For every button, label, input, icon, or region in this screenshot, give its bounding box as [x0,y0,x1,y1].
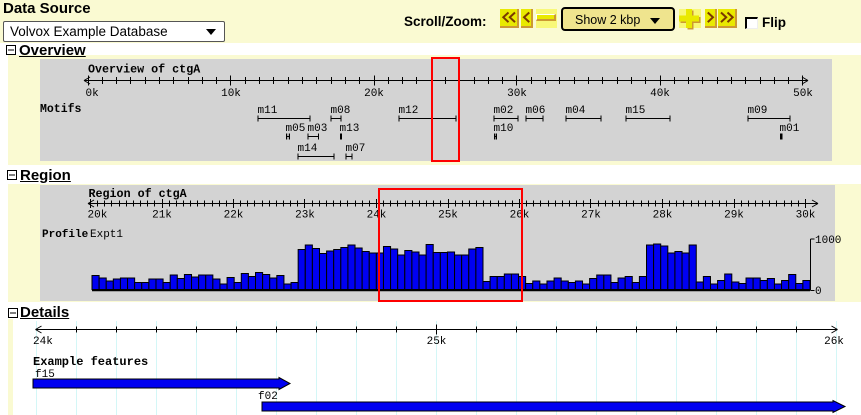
svg-text:m15: m15 [626,105,646,117]
svg-text:Overview of ctgA: Overview of ctgA [88,63,201,77]
svg-text:0: 0 [815,286,822,298]
svg-text:29k: 29k [724,210,744,222]
svg-text:m12: m12 [399,105,419,117]
svg-text:1000: 1000 [815,235,841,247]
svg-text:m05: m05 [286,123,306,135]
svg-text:Profile: Profile [42,229,89,241]
svg-text:m07: m07 [346,143,366,155]
svg-text:Expt1: Expt1 [90,229,123,241]
svg-text:m04: m04 [566,105,586,117]
svg-text:24k: 24k [367,210,387,222]
svg-text:24k: 24k [33,336,53,348]
svg-text:50k: 50k [793,88,813,100]
svg-text:20k: 20k [88,210,108,222]
svg-text:f15: f15 [35,369,55,381]
svg-text:f02: f02 [258,391,278,403]
svg-text:22k: 22k [224,210,244,222]
svg-text:m01: m01 [780,123,800,135]
svg-text:27k: 27k [581,210,601,222]
svg-text:25k: 25k [427,336,447,348]
svg-text:20k: 20k [364,88,384,100]
svg-text:26k: 26k [824,336,844,348]
svg-text:m02: m02 [494,105,514,117]
svg-text:m06: m06 [526,105,546,117]
svg-text:30k: 30k [796,210,816,222]
svg-text:m03: m03 [308,123,328,135]
svg-text:23k: 23k [295,210,315,222]
svg-text:25k: 25k [438,210,458,222]
svg-text:10k: 10k [221,88,241,100]
svg-text:30k: 30k [507,88,527,100]
svg-text:Region of ctgA: Region of ctgA [89,187,188,201]
svg-text:m10: m10 [494,123,514,135]
svg-text:m13: m13 [340,123,360,135]
svg-text:m09: m09 [748,105,768,117]
svg-text:0k: 0k [86,88,100,100]
svg-text:28k: 28k [653,210,673,222]
svg-text:40k: 40k [650,88,670,100]
svg-text:m11: m11 [258,105,278,117]
svg-text:26k: 26k [510,210,530,222]
svg-text:m14: m14 [298,143,318,155]
svg-text:21k: 21k [152,210,172,222]
svg-text:m08: m08 [331,105,351,117]
svg-text:Motifs: Motifs [40,103,82,116]
svg-text:Example features: Example features [33,355,148,369]
